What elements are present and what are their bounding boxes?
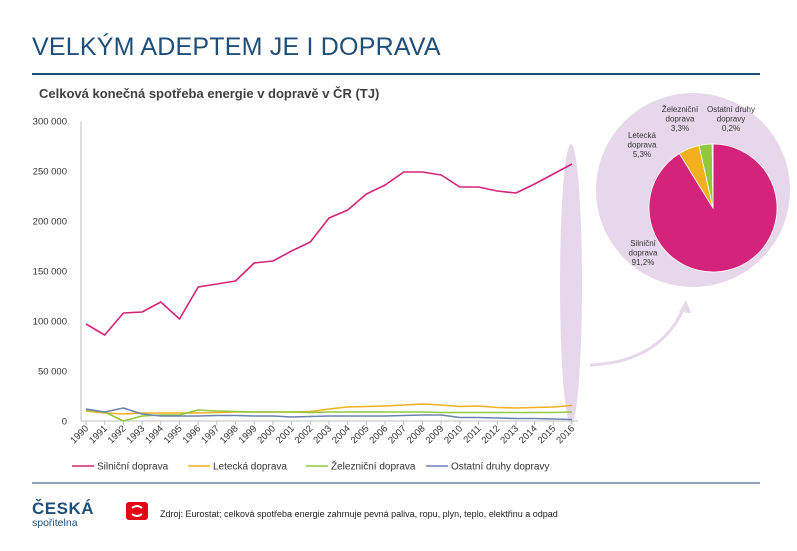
x-tick-label: 2015: [536, 423, 559, 446]
x-tick-label: 2004: [330, 423, 353, 446]
legend-label: Ostatní druhy dopravy: [451, 462, 549, 473]
x-tick-label: 2000: [255, 423, 278, 446]
source-note: Zdroj: Eurostat; celková spotřeba energi…: [160, 509, 558, 519]
x-tick-label: 1998: [218, 423, 241, 446]
x-tick-label: 1996: [181, 423, 204, 446]
legend-label: Letecká doprava: [213, 462, 287, 473]
x-tick-label: 2014: [517, 423, 540, 446]
logo: ČESKÁ spořitelna: [32, 499, 148, 529]
legend-label: Silniční doprava: [97, 462, 169, 473]
x-tick-label: 2013: [498, 423, 521, 446]
x-tick-label: 2006: [367, 423, 390, 446]
y-tick-label: 100 000: [33, 317, 67, 328]
x-tick-label: 1991: [87, 423, 110, 446]
x-tick-label: 1993: [124, 423, 147, 446]
x-tick-label: 2012: [480, 423, 503, 446]
x-tick-label: 2001: [274, 423, 297, 446]
y-tick-label: 300 000: [33, 117, 67, 128]
y-tick-label: 200 000: [33, 217, 67, 228]
x-tick-label: 2005: [349, 423, 372, 446]
y-tick-label: 150 000: [33, 267, 67, 278]
y-tick-label: 50 000: [38, 367, 67, 378]
x-tick-label: 1997: [199, 423, 222, 446]
logo-mark-icon: [126, 502, 148, 520]
connector-arrowhead: [679, 300, 691, 313]
x-tick-label: 2016: [554, 423, 577, 446]
x-tick-label: 2008: [405, 423, 428, 446]
y-tick-label: 250 000: [33, 167, 67, 178]
legend-label: Železniční doprava: [331, 460, 416, 473]
chart-title: Celková konečná spotřeba energie v dopra…: [39, 86, 380, 101]
pie-label: Železniční doprava 3,3%: [662, 105, 699, 133]
pie-slice: [711, 143, 714, 209]
title-divider: [32, 73, 760, 75]
page-title: VELKÝM ADEPTEM JE I DOPRAVA: [32, 33, 441, 61]
x-tick-label: 2011: [461, 423, 483, 445]
logo-name: ČESKÁ: [32, 499, 95, 518]
x-tick-label: 2007: [386, 423, 409, 446]
x-tick-label: 2002: [293, 423, 316, 446]
x-tick-label: 1999: [237, 423, 260, 446]
y-tick-label: 0: [62, 417, 67, 428]
pie-label: Letecká doprava 5,3%: [628, 131, 657, 159]
x-tick-label: 1992: [106, 423, 129, 446]
highlight-2016: [560, 144, 582, 424]
x-tick-label: 2009: [424, 423, 447, 446]
series-line: [85, 163, 573, 336]
pie-label: Ostatní druhy dopravy 0,2%: [707, 105, 755, 133]
x-tick-label: 1994: [143, 423, 166, 446]
pie-label: Silniční doprava 91,2%: [629, 239, 658, 267]
x-tick-label: 2010: [442, 423, 465, 446]
x-tick-label: 2003: [311, 423, 334, 446]
x-tick-label: 1990: [68, 423, 91, 446]
connector-arrow: [589, 304, 687, 367]
logo-subtitle: spořitelna: [32, 517, 78, 529]
series-line: [85, 407, 573, 421]
x-tick-label: 1995: [162, 423, 185, 446]
series-line: [85, 409, 573, 422]
series-line: [85, 403, 573, 415]
